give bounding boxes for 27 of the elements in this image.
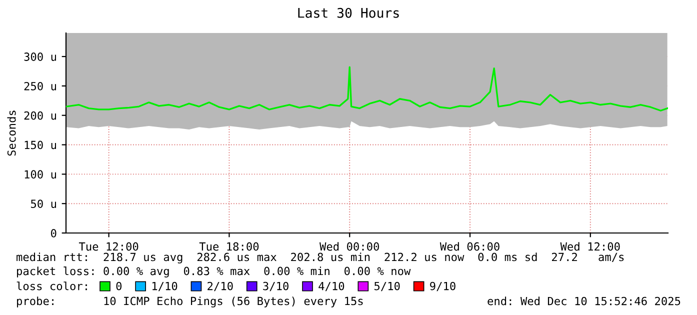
legend-label: 2/10 [208, 282, 233, 292]
text: median rtt: 218.7 us avg 282.6 us max 202.8 us min 212.2 us now 0.0 ms sd 27.2 am/s [16, 252, 624, 264]
y-tick-label: 0 [51, 229, 56, 238]
y-tick-label: 150 u [24, 140, 56, 150]
y-tick-label: 50 u [30, 200, 56, 208]
text: packet loss: 0.00 % avg 0.83 % max 0.00 % min 0.00 % now [17, 266, 411, 278]
text: end: Wed Dec 10 15:52:46 2025 [488, 296, 680, 306]
x-tick-label: Tue 18:00 [199, 242, 259, 251]
legend-label: 4/10 [318, 282, 344, 292]
y-tick-label: 250 u [24, 82, 56, 90]
legend-label: 0 [116, 282, 122, 290]
legend-title: loss color: [16, 282, 87, 290]
x-tick-label: Wed 12:00 [560, 242, 620, 251]
y-tick-label: 100 u [24, 170, 56, 179]
x-tick-label: Wed 00:00 [320, 242, 379, 251]
y-tick-label: 200 u [24, 111, 56, 120]
y-tick-label: 300 u [24, 52, 56, 61]
legend-label: 5/10 [374, 282, 400, 292]
legend-label: 9/10 [430, 282, 456, 292]
line-series [66, 66, 668, 112]
chart-title: Last 30 Hours [298, 8, 399, 18]
x-tick-label: Wed 06:00 [440, 242, 500, 251]
legend-label: 1/10 [152, 282, 178, 292]
y-axis-title: Seconds [7, 110, 16, 156]
legend-label: 3/10 [263, 282, 288, 292]
text: probe: 10 ICMP Echo Pings (56 Bytes) every 15s [17, 296, 363, 308]
x-tick-label: Tue 12:00 [78, 242, 138, 251]
